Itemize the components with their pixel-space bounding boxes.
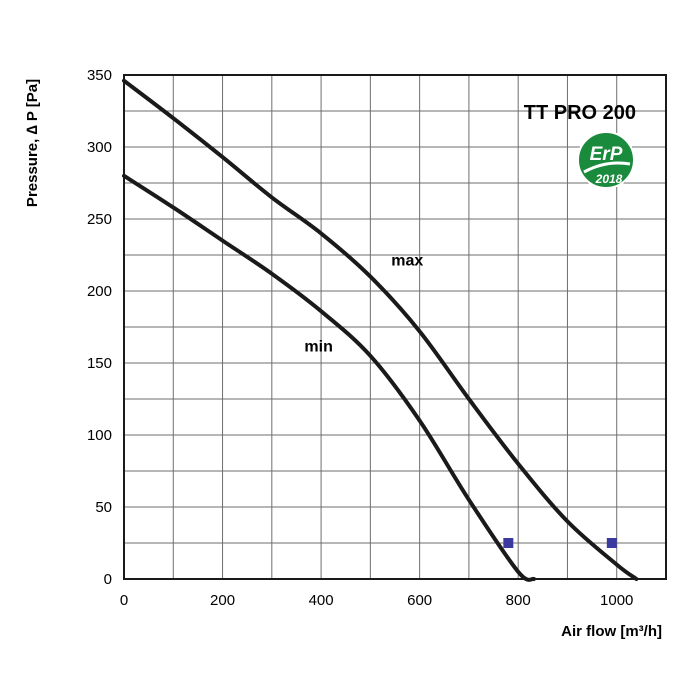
curve-min [122,173,536,582]
y-tick-label: 100 [87,427,112,444]
x-tick-label: 1000 [600,592,633,609]
erp-badge-top-text: ErP [590,144,623,165]
y-tick-label: 50 [95,499,112,516]
markers [503,538,617,548]
series-label-max: max [391,252,423,269]
erp-badge-circle [577,131,635,189]
series-labels: max min [304,252,423,355]
x-tick-labels: 0 200 400 600 800 1000 [120,592,634,609]
erp-badge: ErP 2018 [577,131,635,189]
erp-badge-swoosh [583,161,631,174]
x-axis-label: Air flow [m³/h] [561,623,662,640]
y-tick-label: 0 [104,571,112,588]
y-tick-labels: 0 50 100 150 200 250 300 350 [87,67,112,588]
y-tick-label: 250 [87,211,112,228]
y-tick-label: 200 [87,283,112,300]
grid [124,74,666,579]
x-tick-label: 0 [120,592,128,609]
x-tick-label: 600 [407,592,432,609]
series-label-min: min [304,339,332,356]
curves [122,78,639,582]
plot-frame [123,74,667,580]
chart-title: TT PRO 200 [524,102,636,124]
y-axis-label: Pressure, ∆ P [Pa] [24,79,41,207]
x-tick-label: 400 [309,592,334,609]
x-tick-label: 800 [506,592,531,609]
operating-point-max [606,538,617,548]
operating-point-min [503,538,514,548]
erp-badge-year-text: 2018 [595,172,623,186]
curve-max [122,78,639,581]
y-tick-label: 150 [87,355,112,372]
y-tick-label: 300 [87,139,112,156]
y-tick-label: 350 [87,67,112,84]
x-tick-label: 200 [210,592,235,609]
